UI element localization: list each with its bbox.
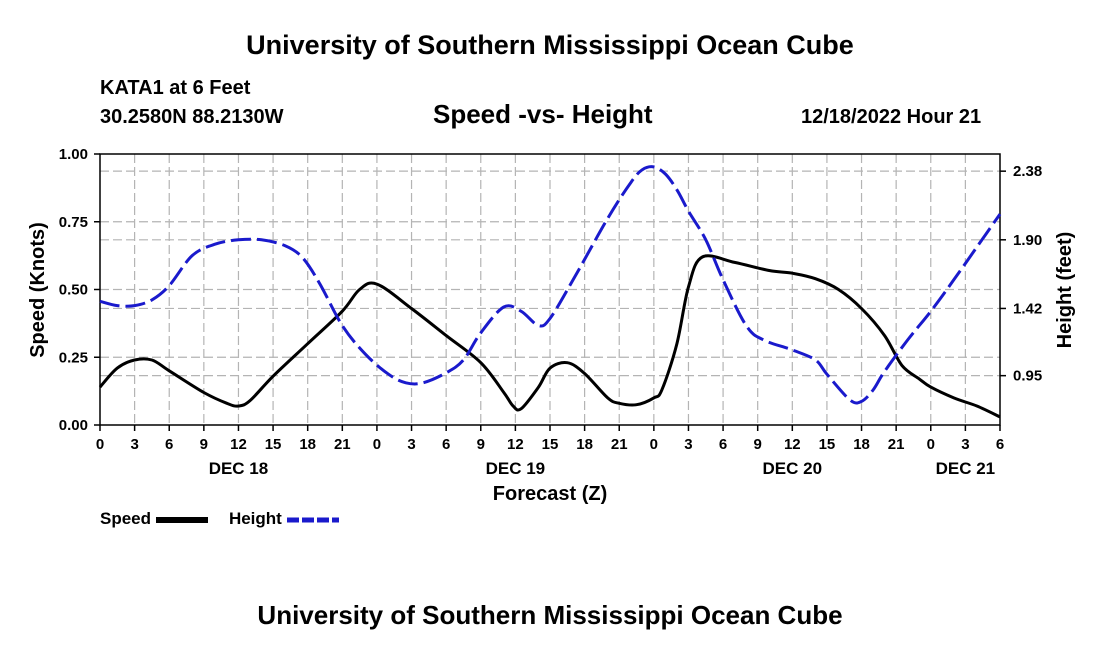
- x-tick-label: 6: [996, 436, 1004, 453]
- chart-header-title: University of Southern Mississippi Ocean…: [246, 30, 854, 60]
- speed-height-chart: 0 3 6 9 12 15 18 21 0 3 6 9 12 15 18 21 0 3 6 9 12 15 18 21 0 3 6D…: [27, 146, 1076, 505]
- grid-layer: [100, 154, 1000, 425]
- chart-title: Speed -vs- Height: [433, 99, 653, 129]
- y2-tick-label: 0.95: [1013, 368, 1042, 385]
- y-tick-label: 0.50: [59, 282, 88, 299]
- x-tick-label: 9: [477, 436, 485, 453]
- x-tick-label: 3: [130, 436, 138, 453]
- y-axis-label: Speed (Knots): [27, 222, 49, 358]
- x-tick-label: 0: [96, 436, 104, 453]
- y-tick-label: 1.00: [59, 146, 88, 163]
- x-tick-label: 15: [265, 436, 282, 453]
- legend-speed-label: Speed: [100, 509, 152, 528]
- y2-tick-label: 1.42: [1013, 300, 1042, 317]
- series-layer: [98, 165, 1002, 419]
- series-line-height: [99, 165, 1002, 405]
- footer-title: University of Southern Mississippi Ocean…: [257, 600, 843, 630]
- x-tick-label: 21: [611, 436, 628, 453]
- x-tick-label: 3: [407, 436, 415, 453]
- x-tick-label: 21: [334, 436, 351, 453]
- x-tick-label: 9: [754, 436, 762, 453]
- forecast-timestamp: 12/18/2022 Hour 21: [801, 106, 982, 128]
- station-label: KATA1 at 6 Feet: [100, 77, 251, 99]
- x-tick-label: 0: [373, 436, 381, 453]
- x-tick-label: 0: [927, 436, 935, 453]
- legend-height-label: Height: [228, 509, 282, 528]
- legend: Speed Height: [100, 509, 340, 529]
- x-day-label: DEC 21: [936, 459, 996, 478]
- x-tick-label: 6: [719, 436, 727, 453]
- y-tick-label: 0.25: [59, 349, 88, 366]
- x-tick-label: 12: [230, 436, 247, 453]
- x-tick-label: 18: [299, 436, 316, 453]
- x-tick-label: 6: [442, 436, 450, 453]
- x-day-label: DEC 18: [209, 459, 269, 478]
- x-tick-label: 12: [784, 436, 801, 453]
- y2-axis-label: Height (feet): [1054, 232, 1076, 349]
- legend-speed-swatch: [156, 516, 209, 523]
- station-coordinates: 30.2580N 88.2130W: [100, 106, 284, 128]
- x-tick-label: 18: [576, 436, 593, 453]
- x-tick-label: 15: [542, 436, 559, 453]
- x-tick-label: 3: [961, 436, 969, 453]
- y-tick-label: 0.75: [59, 214, 88, 231]
- x-day-label: DEC 19: [486, 459, 546, 478]
- series-line-speed: [98, 254, 1001, 419]
- x-tick-label: 12: [507, 436, 524, 453]
- y-tick-label: 0.00: [59, 417, 88, 434]
- x-tick-label: 6: [165, 436, 173, 453]
- y2-tick-label: 2.38: [1013, 163, 1042, 180]
- x-day-label: DEC 20: [763, 459, 823, 478]
- x-tick-label: 3: [684, 436, 692, 453]
- x-tick-label: 21: [888, 436, 905, 453]
- legend-height-swatch: [287, 517, 340, 523]
- x-tick-label: 9: [200, 436, 208, 453]
- x-tick-label: 18: [853, 436, 870, 453]
- x-tick-label: 15: [819, 436, 836, 453]
- y2-tick-label: 1.90: [1013, 232, 1042, 249]
- x-tick-label: 0: [650, 436, 658, 453]
- x-axis-label: Forecast (Z): [493, 483, 607, 505]
- axis-layer: 0 3 6 9 12 15 18 21 0 3 6 9 12 15 18 21 0 3 6 9 12 15 18 21 0 3 6D…: [59, 146, 1042, 478]
